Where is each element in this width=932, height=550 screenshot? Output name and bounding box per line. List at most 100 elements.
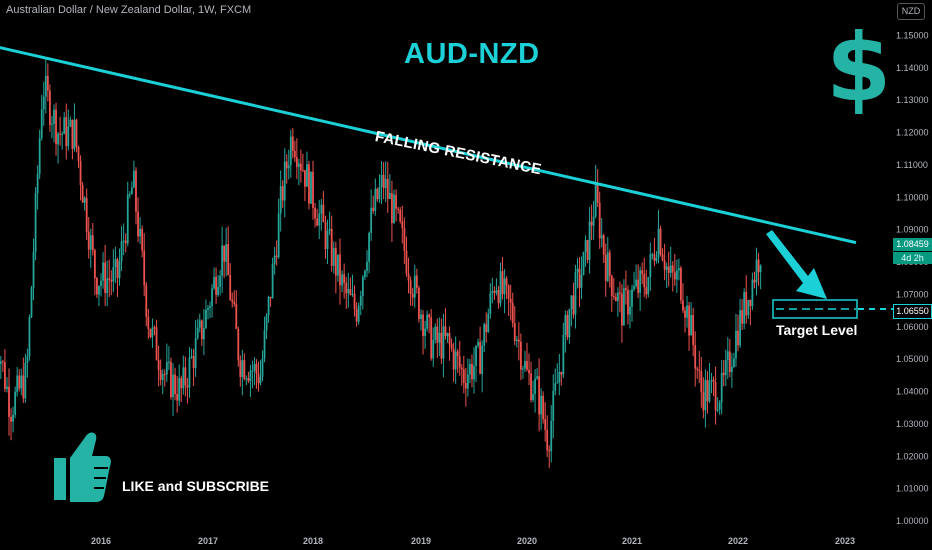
candle-body	[710, 379, 713, 381]
candle-body	[477, 341, 479, 346]
candle-body	[337, 254, 339, 276]
candle-body	[243, 360, 246, 379]
candle-body	[351, 293, 354, 295]
candle-body	[259, 376, 262, 384]
currency-badge[interactable]: NZD	[897, 3, 925, 20]
candle-body	[59, 133, 62, 135]
candle-body	[499, 271, 502, 304]
candle-body	[436, 326, 439, 343]
candle-body	[726, 351, 729, 361]
candle-body	[604, 254, 607, 282]
candle-body	[102, 262, 104, 281]
x-tick-label: 2016	[91, 536, 111, 546]
candle-body	[501, 271, 504, 295]
candle-body	[631, 289, 633, 307]
last-price-tag: 1.08459	[893, 238, 932, 251]
candle-body	[63, 117, 66, 134]
candle-body	[700, 370, 703, 393]
candle-body	[471, 363, 473, 380]
candle-body	[368, 233, 370, 262]
candle-body	[374, 188, 377, 211]
candle-body	[172, 374, 174, 398]
candle-body	[306, 164, 308, 187]
candle-body	[249, 370, 252, 382]
candle-body	[696, 368, 699, 370]
candle-body	[227, 244, 230, 276]
candle-body	[517, 339, 520, 342]
candle-body	[155, 327, 158, 360]
candle-body	[602, 235, 605, 255]
candle-body	[304, 170, 306, 187]
candle-body	[217, 286, 219, 295]
candle-body	[165, 361, 168, 375]
candle-body	[694, 345, 697, 369]
candle-body	[411, 293, 414, 298]
candle-body	[625, 288, 627, 290]
price-candles	[0, 57, 762, 469]
candle-body	[698, 369, 701, 371]
candle-body	[51, 123, 53, 125]
candle-body	[124, 240, 127, 244]
chart-annotations	[0, 46, 893, 319]
candle-body	[643, 273, 646, 288]
candle-body	[554, 383, 557, 391]
candle-body	[318, 213, 321, 226]
candle-body	[460, 367, 463, 370]
candle-body	[299, 163, 302, 171]
candle-body	[618, 292, 621, 294]
candle-body	[424, 328, 426, 337]
candle-body	[438, 332, 441, 343]
candle-body	[53, 109, 55, 124]
candle-body	[422, 314, 424, 337]
candle-body	[241, 360, 244, 378]
candle-body	[44, 75, 47, 97]
candle-body	[233, 301, 236, 304]
candle-body	[475, 345, 477, 366]
candle-body	[576, 268, 579, 273]
target-box	[772, 299, 858, 319]
candle-body	[737, 330, 739, 346]
candle-body	[532, 394, 534, 400]
candle-body	[273, 255, 276, 264]
candle-body	[253, 364, 256, 371]
candle-body	[133, 170, 135, 188]
candle-body	[671, 265, 674, 273]
candle-body	[247, 378, 250, 382]
candle-body	[330, 228, 333, 266]
candle-body	[28, 317, 31, 357]
candle-body	[324, 222, 327, 250]
candle-body	[680, 267, 682, 301]
price-axis: 1.00000 1.01000 1.02000 1.03000 1.04000 1.050…	[896, 31, 929, 527]
candle-body	[196, 327, 199, 339]
candle-body	[403, 227, 406, 251]
candle-body	[384, 178, 387, 189]
candle-body	[578, 268, 581, 288]
candle-body	[444, 326, 447, 337]
x-tick-label: 2022	[728, 536, 748, 546]
candle-body	[46, 75, 49, 91]
y-tick-label: 1.11000	[896, 160, 928, 170]
candle-body	[314, 207, 316, 219]
candle-body	[275, 255, 278, 258]
candle-body	[522, 368, 524, 370]
candle-body	[55, 109, 57, 145]
candle-body	[328, 228, 331, 231]
y-tick-label: 1.05000	[896, 354, 929, 364]
candle-body	[69, 119, 72, 127]
dollar-sign-icon: $	[826, 14, 892, 123]
candle-body	[257, 373, 260, 384]
candle-body	[706, 379, 709, 402]
candle-body	[718, 402, 721, 410]
candle-body	[40, 109, 43, 139]
candle-body	[608, 252, 611, 276]
candle-body	[544, 419, 547, 430]
candle-body	[661, 254, 664, 261]
y-tick-label: 1.00000	[896, 516, 929, 526]
candle-body	[481, 345, 484, 374]
candle-body	[93, 250, 96, 279]
candle-body	[192, 356, 195, 369]
candle-body	[65, 117, 68, 147]
candle-body	[542, 395, 545, 420]
candle-body	[649, 254, 652, 278]
